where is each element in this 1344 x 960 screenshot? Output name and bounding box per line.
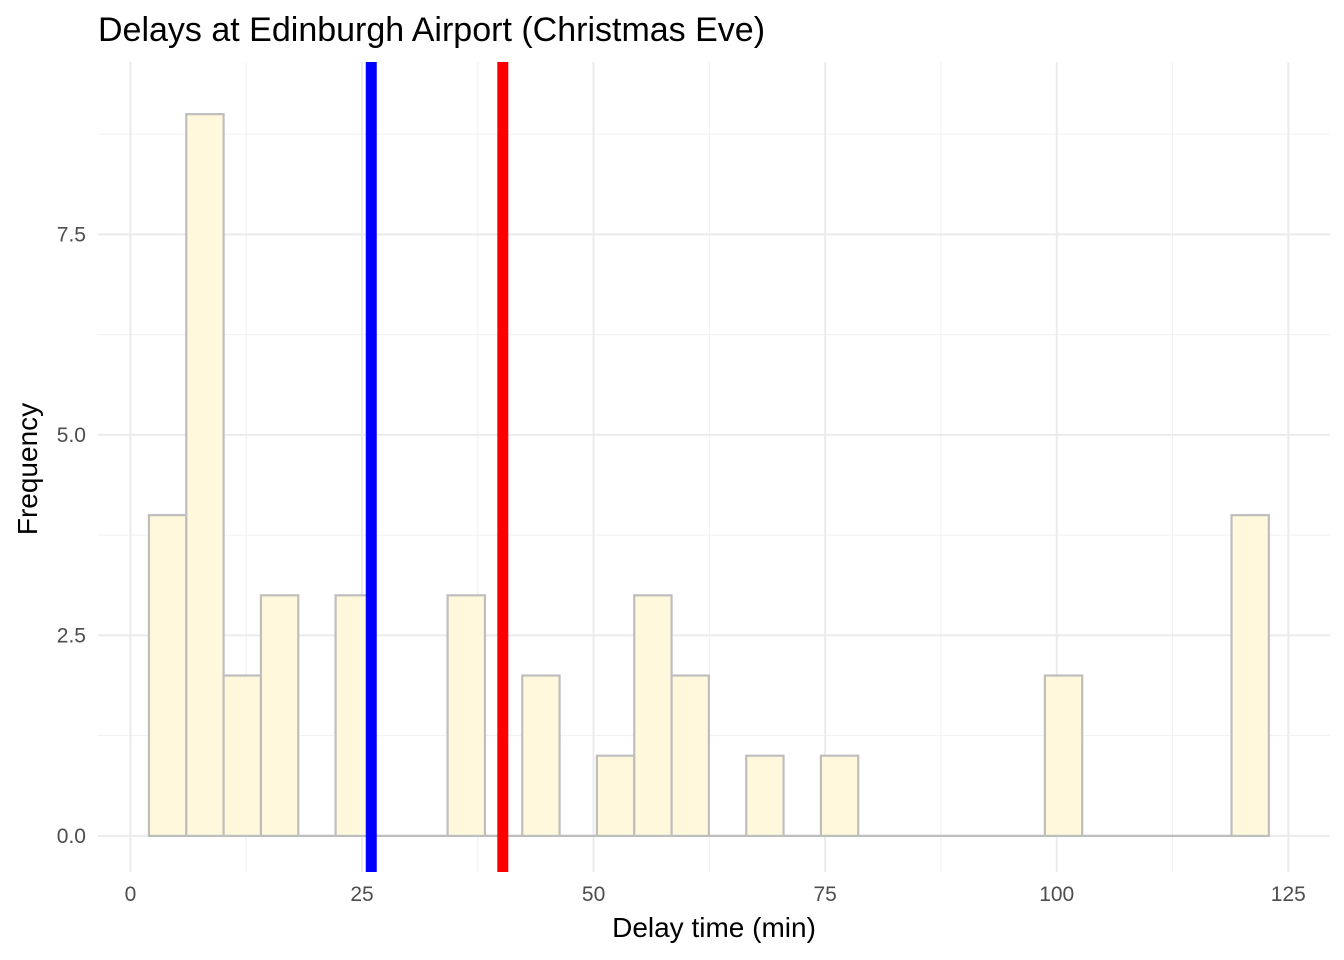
y-tick-label: 2.5 — [57, 624, 86, 647]
x-tick-label: 25 — [350, 883, 373, 906]
chart-title: Delays at Edinburgh Airport (Christmas E… — [98, 11, 765, 49]
x-tick-label: 50 — [582, 883, 605, 906]
x-tick-label: 100 — [1039, 883, 1074, 906]
histogram-bar — [185, 113, 225, 838]
x-tick-label: 75 — [813, 883, 836, 906]
y-axis-title: Frequency — [12, 403, 43, 535]
histogram-bar — [259, 594, 300, 838]
y-tick-label: 5.0 — [57, 424, 86, 447]
y-axis-tick-labels: 0.0 2.5 5.0 7.5 — [57, 223, 86, 847]
histogram-bar — [745, 754, 785, 838]
y-tick-label: 0.0 — [57, 825, 86, 848]
histogram-bar — [222, 674, 263, 838]
minor-gridlines — [98, 62, 1330, 872]
histogram-bar — [819, 754, 860, 838]
x-axis-tick-labels: 0 25 50 75 100 125 — [125, 883, 1306, 906]
y-tick-label: 7.5 — [57, 223, 86, 246]
histogram-bar — [633, 594, 673, 838]
histogram-bar — [595, 754, 636, 838]
histogram-bar — [1230, 514, 1270, 838]
reference-lines — [365, 62, 509, 872]
histogram-bar — [670, 674, 711, 838]
histogram-bars — [147, 113, 1270, 838]
x-axis-title: Delay time (min) — [612, 912, 816, 943]
histogram-bar — [147, 514, 188, 838]
histogram-bar — [521, 674, 561, 838]
histogram-bar — [1043, 674, 1084, 838]
x-tick-label: 0 — [125, 883, 137, 906]
histogram-bar — [446, 594, 487, 838]
x-tick-label: 125 — [1271, 883, 1306, 906]
